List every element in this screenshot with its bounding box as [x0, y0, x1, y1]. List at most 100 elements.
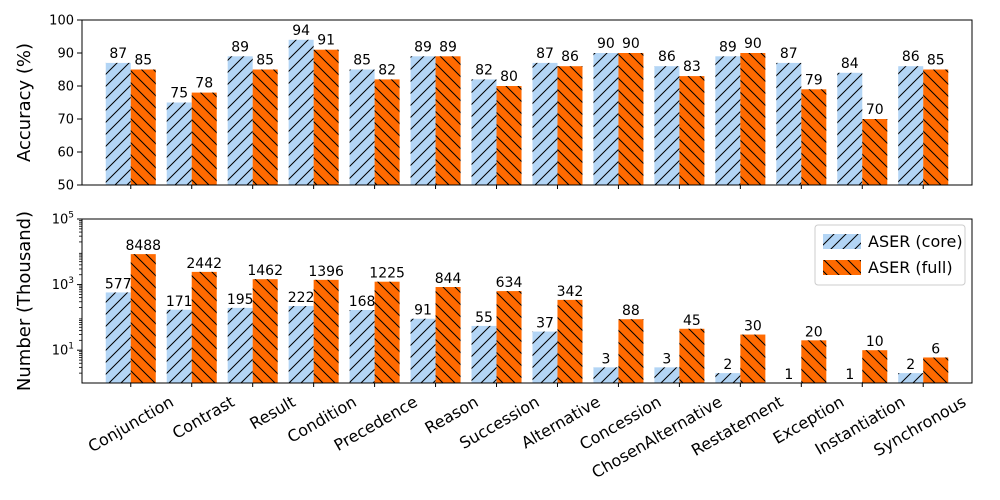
data-label: 89: [231, 39, 249, 55]
bar-count-full: [740, 334, 766, 383]
bar-accuracy-core: [166, 102, 192, 185]
y-tick-label: 60: [57, 146, 74, 161]
data-label: 79: [805, 72, 823, 88]
data-label: 86: [658, 49, 676, 65]
data-label: 85: [134, 53, 152, 69]
bar-hatch: [679, 76, 705, 185]
bar-hatch: [496, 86, 522, 185]
bar-accuracy-core: [654, 66, 680, 185]
bar-hatch: [593, 367, 619, 383]
bar-hatch: [191, 271, 217, 383]
bar-hatch: [471, 79, 497, 185]
y-tick-label: 80: [57, 80, 74, 95]
data-label: 82: [378, 62, 396, 78]
bar-count-full: [191, 271, 217, 383]
bar-count-core: [105, 292, 131, 383]
bar-accuracy-core: [776, 62, 802, 185]
bar-hatch: [227, 307, 253, 383]
data-label: 37: [536, 316, 554, 332]
bar-hatch: [740, 334, 766, 383]
bar-hatch: [105, 292, 131, 383]
bar-count-full: [130, 254, 156, 383]
bar-hatch: [862, 119, 888, 185]
data-label: 85: [927, 53, 945, 69]
y-tick-label: 50: [57, 179, 74, 194]
data-label: 3: [662, 351, 671, 367]
legend: ASER (core) ASER (full): [814, 224, 966, 286]
bar-hatch: [105, 62, 131, 185]
tick-base: 10: [52, 344, 69, 359]
data-label: 577: [105, 276, 132, 292]
data-label: 2: [906, 357, 915, 373]
bar-accuracy-full: [435, 56, 461, 185]
bar-count-full: [374, 281, 400, 383]
bar-hatch: [349, 310, 375, 383]
bar-hatch: [435, 287, 461, 383]
bar-accuracy-full: [923, 69, 949, 185]
tick-exponent: 3: [68, 276, 74, 286]
bar-accuracy-core: [410, 56, 436, 185]
data-label: 89: [439, 39, 457, 55]
data-label: 85: [353, 53, 371, 69]
bar-hatch: [618, 319, 644, 383]
bar-hatch: [374, 281, 400, 383]
bar-count-core: [715, 373, 741, 383]
bar-hatch: [740, 53, 766, 185]
tick-base: 10: [52, 278, 69, 293]
data-label: 342: [557, 284, 584, 300]
data-label: 90: [744, 36, 762, 52]
bar-hatch: [715, 373, 741, 383]
bar-count-core: [349, 310, 375, 383]
bar-count-core: [532, 331, 558, 383]
plot-frame: [81, 19, 973, 186]
bar-count-core: [654, 367, 680, 383]
data-label: 1: [784, 367, 793, 383]
bar-accuracy-full: [496, 86, 522, 185]
bar-count-full: [923, 357, 949, 383]
bar-hatch: [410, 56, 436, 185]
bar-accuracy-core: [105, 62, 131, 185]
y-tick-label: 70: [57, 113, 74, 128]
bar-hatch: [496, 291, 522, 383]
data-label: 89: [719, 39, 737, 55]
bar-hatch: [898, 66, 924, 185]
bar-count-core: [288, 306, 314, 383]
data-label: 844: [435, 271, 462, 287]
data-label: 10: [866, 334, 884, 350]
bar-accuracy-full: [313, 49, 339, 186]
bar-hatch: [313, 49, 339, 186]
bar-hatch: [557, 66, 583, 185]
bar-count-core: [227, 307, 253, 383]
bar-accuracy-core: [349, 69, 375, 185]
legend-entry: ASER (full): [823, 258, 953, 277]
accuracy-chart: 50 60 70 80 90 100 87 75 89 94 85 89 82 87 90 86 89 87 84 8…: [14, 14, 973, 194]
data-label: 45: [683, 313, 701, 329]
y-tick-label: 105: [52, 211, 74, 228]
data-label: 80: [500, 69, 518, 85]
data-label: 86: [561, 49, 579, 65]
bar-hatch: [862, 350, 888, 383]
legend-swatch-hatch: [823, 234, 861, 249]
bar-hatch: [532, 62, 558, 185]
bar-accuracy-core: [715, 56, 741, 185]
data-label: 8488: [125, 238, 161, 254]
data-label: 94: [292, 23, 310, 39]
data-label: 6: [931, 341, 940, 357]
tick-base: 10: [52, 213, 69, 228]
bar-accuracy-core: [837, 72, 863, 185]
bar-hatch: [288, 306, 314, 383]
data-label: 89: [414, 39, 432, 55]
bar-hatch: [435, 56, 461, 185]
y-tick-label: 90: [57, 47, 74, 62]
bar-hatch: [654, 66, 680, 185]
tick-exponent: 1: [68, 342, 74, 352]
data-label: 88: [622, 303, 640, 319]
bar-hatch: [252, 69, 278, 185]
bar-count-full: [801, 340, 827, 383]
data-label: 87: [536, 46, 554, 62]
bar-accuracy-full: [679, 76, 705, 185]
bar-count-full: [618, 319, 644, 383]
bar-accuracy-core: [593, 53, 619, 185]
bar-hatch: [166, 309, 192, 383]
